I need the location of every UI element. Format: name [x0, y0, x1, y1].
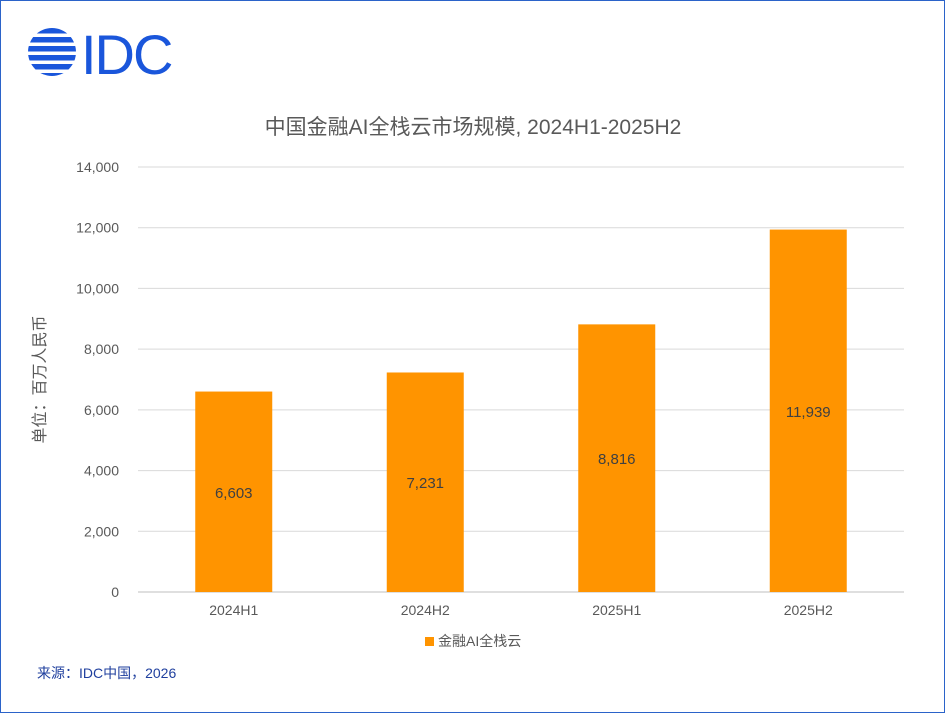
- x-tick-label: 2025H1: [592, 602, 641, 618]
- data-label: 8,816: [598, 451, 636, 468]
- data-label: 7,231: [406, 475, 444, 492]
- y-axis-label: 单位：百万人民币: [31, 315, 49, 443]
- bar-2025H2: [769, 229, 847, 592]
- y-tick-label: 14,000: [76, 159, 119, 175]
- x-tick-label: 2024H1: [209, 602, 258, 618]
- data-label: 6,603: [215, 485, 253, 502]
- source-note: 来源：IDC中国，2026: [37, 665, 177, 681]
- x-tick-label: 2025H2: [784, 602, 833, 618]
- data-label: 11,939: [786, 404, 831, 421]
- idc-logo-text: IDC: [81, 25, 172, 81]
- bar-2024H2: [386, 372, 464, 592]
- y-tick-label: 10,000: [76, 280, 119, 296]
- y-tick-label: 12,000: [76, 220, 119, 236]
- legend-label: 金融AI全栈云: [438, 633, 521, 649]
- bar-2024H1: [195, 391, 273, 592]
- y-tick-label: 8,000: [84, 341, 119, 357]
- y-tick-label: 6,000: [84, 402, 119, 418]
- idc-logo: IDC: [28, 25, 174, 81]
- globe-icon: [28, 28, 76, 76]
- y-tick-label: 0: [111, 584, 119, 600]
- y-tick-label: 2,000: [84, 523, 119, 539]
- chart-title: 中国金融AI全栈云市场规模, 2024H1-2025H2: [265, 116, 682, 139]
- legend-swatch: [425, 637, 434, 646]
- bar-chart: 中国金融AI全栈云市场规模, 2024H1-2025H2 0 2,000 4,000 6…: [31, 116, 904, 649]
- y-tick-label: 4,000: [84, 463, 119, 479]
- bar-2025H1: [578, 324, 656, 592]
- x-tick-label: 2024H2: [401, 602, 450, 618]
